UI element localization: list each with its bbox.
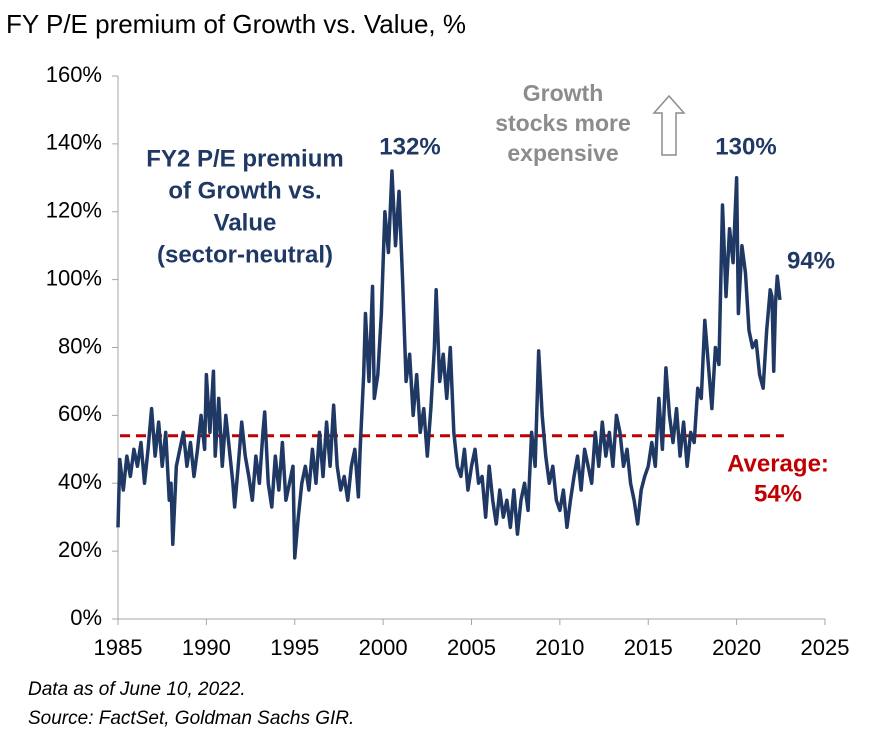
average-label: Average: xyxy=(727,450,829,477)
peak-label: 132% xyxy=(379,133,440,160)
note-label: expensive xyxy=(507,140,618,166)
footnote: Data as of June 10, 2022. xyxy=(28,679,246,700)
note-label: Growth xyxy=(523,80,604,106)
x-tick-label: 2015 xyxy=(624,635,673,660)
y-tick-label: 140% xyxy=(46,130,102,155)
chart-title: FY P/E premium of Growth vs. Value, % xyxy=(6,9,466,39)
average-label: 54% xyxy=(754,480,802,507)
series-label: FY2 P/E premium xyxy=(146,145,343,172)
x-tick-label: 2025 xyxy=(801,635,850,660)
peak-label: 94% xyxy=(787,247,835,274)
x-tick-label: 1985 xyxy=(94,635,143,660)
up-arrow xyxy=(652,94,686,156)
y-tick-label: 80% xyxy=(58,333,102,358)
x-tick-label: 2005 xyxy=(447,635,496,660)
x-tick-label: 2010 xyxy=(535,635,584,660)
y-tick-label: 20% xyxy=(58,537,102,562)
series-label: (sector-neutral) xyxy=(157,241,333,268)
x-tick-label: 2020 xyxy=(712,635,761,660)
y-tick-label: 160% xyxy=(46,62,102,87)
x-tick-label: 1995 xyxy=(270,635,319,660)
peak-label: 130% xyxy=(715,133,776,160)
y-tick-label: 120% xyxy=(46,198,102,223)
y-tick-label: 40% xyxy=(58,469,102,494)
data-line xyxy=(116,169,782,560)
footnote: Source: FactSet, Goldman Sachs GIR. xyxy=(28,708,354,729)
series-label: of Growth vs. xyxy=(168,177,321,204)
y-tick-label: 100% xyxy=(46,265,102,290)
note-label: stocks more xyxy=(495,110,631,136)
x-tick-label: 2000 xyxy=(359,635,408,660)
y-tick-label: 60% xyxy=(58,401,102,426)
x-tick-label: 1990 xyxy=(182,635,231,660)
y-tick-label: 0% xyxy=(70,605,102,630)
series-label: Value xyxy=(214,209,277,236)
